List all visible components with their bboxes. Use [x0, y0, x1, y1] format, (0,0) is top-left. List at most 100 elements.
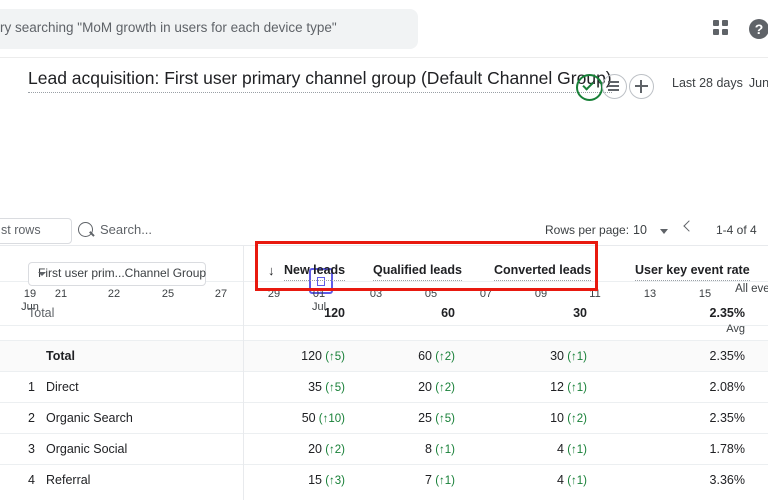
row-metric-cell: 8 (↑1)	[315, 442, 455, 456]
row-metric-value: 10	[550, 411, 564, 425]
row-dimension-cell: 1 Direct	[28, 380, 79, 394]
row-metric-delta: (↑2)	[432, 351, 455, 363]
chart-area: 19 Jun 21 22 25 27 29 01 Jul 03 05 07 09 11 13 15	[0, 114, 768, 326]
x-axis-tick-day: 29	[267, 288, 281, 300]
chart-gridline-bottom	[0, 325, 768, 326]
x-axis-tick: 22	[94, 288, 134, 301]
chart-x-axis: 19 Jun 21 22 25 27 29 01 Jul 03 05 07 09 11 13 15	[0, 288, 768, 318]
row-metric-value: 25	[418, 411, 432, 425]
rows-per-page-value[interactable]: 10	[633, 223, 647, 237]
row-metric-cell: 4 (↑1)	[447, 442, 587, 456]
x-axis-tick-month: Jun	[21, 301, 39, 313]
row-metric-value: 120	[301, 349, 322, 363]
row-metric-value: 60	[418, 349, 432, 363]
row-metric-delta: (↑5)	[432, 413, 455, 425]
column-header[interactable]: Converted leads	[494, 263, 592, 281]
row-metric-value: 4	[557, 473, 564, 487]
row-metric-delta: (↑1)	[564, 351, 587, 363]
table-row[interactable]: 4 Referral 15 (↑3) 7 (↑1) 4 (↑1) 3.36%	[0, 464, 768, 495]
row-metric-value: 7	[425, 473, 432, 487]
x-axis-tick-day: 25	[161, 288, 175, 300]
x-axis-tick: 11	[575, 288, 615, 301]
x-axis-tick-day: 07	[479, 288, 493, 300]
row-metric-value: 8	[425, 442, 432, 456]
list-circle-icon[interactable]	[602, 74, 627, 99]
date-range-selector[interactable]: Last 28 days Jun 18	[672, 76, 768, 90]
row-metric-delta: (↑1)	[564, 444, 587, 456]
row-dimension-name: Total	[46, 349, 75, 363]
dimension-selector[interactable]: First user prim...Channel Group	[28, 262, 206, 286]
x-axis-tick-day: 03	[369, 288, 383, 300]
row-metric-value: 50	[301, 411, 316, 425]
x-axis-tick-day: 13	[643, 288, 657, 300]
summary-row-value: 120	[324, 306, 345, 320]
row-metric-value: 12	[550, 380, 564, 394]
column-header[interactable]: Qualified leads	[373, 263, 462, 281]
row-metric-cell: 30 (↑1)	[447, 349, 587, 363]
row-dimension-cell: Total	[28, 349, 75, 363]
rows-per-page-label: Rows per page:	[545, 223, 630, 237]
column-header[interactable]: User key event rate	[635, 263, 750, 281]
row-metric-delta: (↑1)	[432, 475, 455, 487]
row-metric-cell: 10 (↑2)	[447, 411, 587, 425]
row-metric-delta: (↑1)	[564, 382, 587, 394]
x-axis-tick: 07	[466, 288, 506, 301]
summary-row-label: Total	[28, 306, 55, 320]
page-range-label: 1-4 of 4	[716, 223, 757, 237]
row-index: 4	[28, 473, 35, 487]
x-axis-tick-day: 21	[54, 288, 68, 300]
plus-circle-icon[interactable]	[629, 74, 654, 99]
x-axis-tick-day: 15	[698, 288, 712, 300]
summary-row-value: 2.35%	[709, 306, 745, 320]
row-metric-value: 15	[308, 473, 322, 487]
table-row[interactable]: 3 Organic Social 20 (↑2) 8 (↑1) 4 (↑1) 1.78%	[0, 433, 768, 464]
global-search-input[interactable]: ry searching "MoM growth in users for ea…	[0, 9, 418, 49]
chevron-down-icon[interactable]	[660, 229, 668, 234]
x-axis-tick: 09	[521, 288, 561, 301]
table-row[interactable]: 1 Direct 35 (↑5) 20 (↑2) 12 (↑1) 2.08%	[0, 371, 768, 402]
row-metric-cell: 20 (↑2)	[205, 442, 345, 456]
x-axis-tick-day: 09	[534, 288, 548, 300]
column-header[interactable]: New leads	[284, 263, 346, 281]
x-axis-tick-day: 05	[424, 288, 438, 300]
row-metric-cell: 3.36%	[605, 473, 745, 487]
table-summary-row: Total 120 60 30 2.35% Avg	[0, 296, 768, 340]
table-row[interactable]: 2 Organic Search 50 (↑10) 25 (↑5) 10 (↑2) 2.3…	[0, 402, 768, 433]
row-metric-cell: 4 (↑1)	[447, 473, 587, 487]
row-metric-cell: 120 (↑5)	[205, 349, 345, 363]
row-dimension-cell: 3 Organic Social	[28, 442, 127, 456]
row-metric-cell: 7 (↑1)	[315, 473, 455, 487]
row-metric-value: 2.35%	[709, 411, 745, 425]
table-row[interactable]: Total 120 (↑5) 60 (↑2) 30 (↑1) 2.35%	[0, 340, 768, 371]
sort-descending-icon[interactable]: ↓	[268, 263, 275, 278]
chevron-down-icon	[38, 272, 46, 276]
row-metric-value: 30	[550, 349, 564, 363]
row-metric-cell: 2.08%	[605, 380, 745, 394]
table-search-input[interactable]: Search...	[100, 222, 153, 237]
x-axis-tick: 21	[41, 288, 81, 301]
row-metric-cell: 20 (↑2)	[315, 380, 455, 394]
row-index: 3	[28, 442, 35, 456]
row-metric-cell: 12 (↑1)	[447, 380, 587, 394]
x-axis-tick-day: 01	[312, 288, 326, 300]
check-circle-icon[interactable]	[576, 74, 603, 101]
x-axis-tick-month: Jul	[311, 301, 327, 313]
row-index: 2	[28, 411, 35, 425]
row-metric-cell: 60 (↑2)	[315, 349, 455, 363]
chart-gridline-top	[0, 281, 768, 282]
row-metric-delta: (↑2)	[322, 444, 345, 456]
rows-filter-label: st rows	[1, 223, 41, 237]
summary-row-value: 60	[441, 306, 455, 320]
x-axis-tick: 01 Jul	[299, 288, 339, 314]
dimension-selector-label: First user prim...Channel Group	[38, 266, 207, 280]
apps-grid-icon[interactable]	[713, 20, 731, 38]
row-metric-delta: (↑10)	[315, 413, 345, 425]
search-icon[interactable]	[78, 222, 93, 237]
help-icon[interactable]: ?	[749, 19, 768, 39]
x-axis-tick-day: 19	[23, 288, 37, 300]
x-axis-tick: 29	[254, 288, 294, 301]
x-axis-tick: 15	[685, 288, 725, 301]
rows-filter-button[interactable]: st rows	[0, 218, 72, 244]
page-title: Lead acquisition: First user primary cha…	[28, 68, 612, 93]
row-metric-delta: (↑2)	[564, 413, 587, 425]
